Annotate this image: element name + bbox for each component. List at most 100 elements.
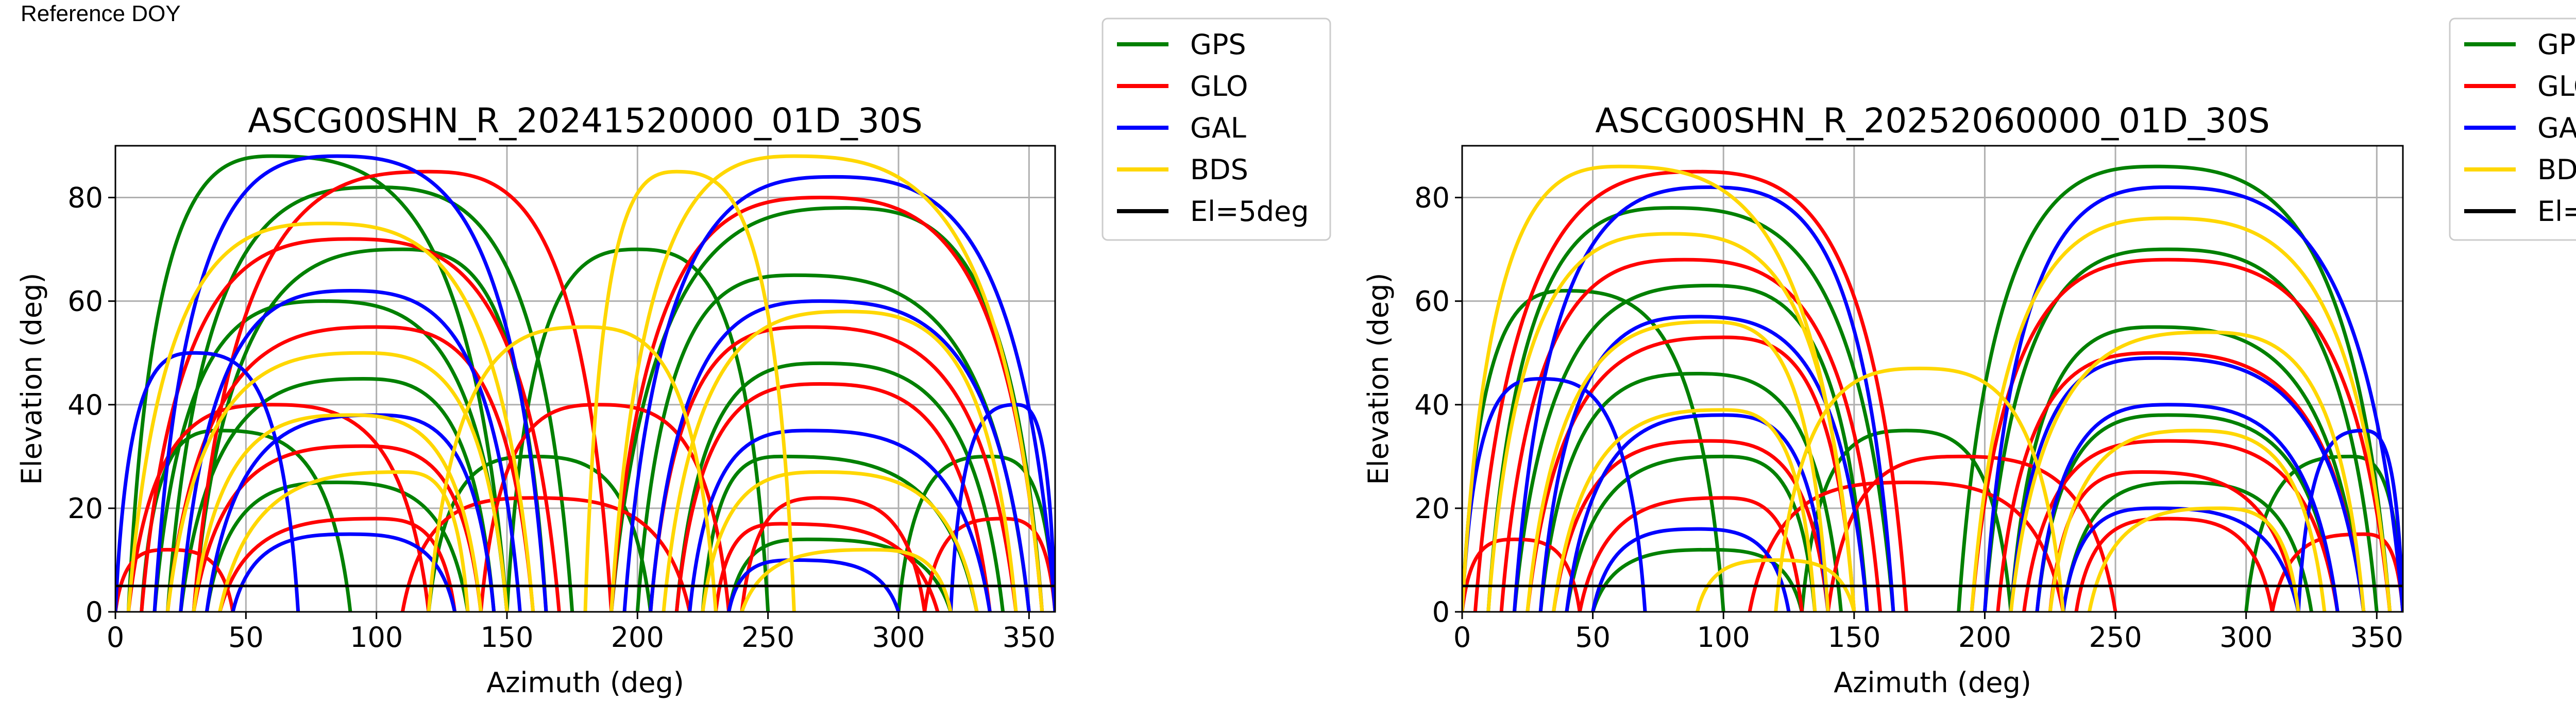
panel2-chart-title: ASCG00SHN_R_20252060000_01D_30S — [1595, 101, 2270, 141]
panel1-x-tick-label: 200 — [611, 621, 664, 654]
panel2-glo-satellite-arc — [1473, 169, 1908, 612]
panel1-glo-satellite-arc — [609, 196, 1044, 612]
panel2-glo-satellite-arc — [2074, 517, 2274, 612]
panel1-y-tick-label: 20 — [67, 492, 103, 525]
panel1-glo-satellite-arc — [192, 169, 614, 612]
panel2-bds-satellite-arc — [1486, 232, 1856, 612]
panel1-gal-satellite-arc — [948, 403, 1055, 612]
panel1-gal-satellite-arc — [622, 175, 1055, 612]
panel2-gal-satellite-arc — [1565, 413, 1830, 612]
panel2-legend-label: BDS — [2537, 153, 2576, 186]
panel1-legend-label: GPS — [1190, 28, 1246, 61]
panel1-glo-satellite-arc — [165, 325, 535, 612]
panel2-y-axis-label: Elevation (deg) — [1362, 273, 1395, 485]
panel2-x-tick-label: 200 — [1958, 621, 2011, 654]
panel1-chart-title: ASCG00SHN_R_20241520000_01D_30S — [248, 101, 923, 141]
panel2-legend-label: GAL — [2537, 112, 2576, 144]
panel2-gal-satellite-arc — [1591, 527, 1791, 612]
panel2-gal-satellite-arc — [1462, 376, 1647, 612]
panel1-axes-frame — [114, 145, 1056, 613]
panel2-y-tick-label: 80 — [1414, 182, 1450, 214]
panel2-gps-satellite-arc — [1512, 283, 1869, 612]
panel2-bds-satellite-arc — [1526, 320, 1830, 612]
panel2-x-axis-label: Azimuth (deg) — [1834, 666, 2031, 699]
panel2-x-tick-label: 0 — [1453, 621, 1471, 654]
panel1-x-tick-label: 250 — [741, 621, 794, 654]
panel1-bds-satellite-arc — [609, 154, 1044, 612]
panel2-x-tick-label: 50 — [1575, 621, 1611, 654]
panel1-bds-satellite-arc — [701, 470, 979, 612]
panel1-bds-satellite-arc — [126, 221, 535, 612]
panel2-glo-satellite-arc — [1748, 481, 2065, 612]
panel2-bds-satellite-arc — [1462, 164, 1856, 612]
panel1-glo-satellite-arc — [192, 444, 483, 612]
panel1-x-tick-label: 300 — [872, 621, 925, 654]
panel1-gps-satellite-arc — [165, 185, 574, 612]
panel2-gps-satellite-arc — [1486, 206, 1895, 612]
panel2-x-tick-label: 150 — [1827, 621, 1880, 654]
panel1-y-tick-label: 60 — [67, 285, 103, 318]
panel1-gal-satellite-arc — [115, 351, 300, 612]
panel2-bds-satellite-arc — [1696, 558, 1856, 612]
panel2-legend-label: GLO — [2537, 70, 2576, 102]
panel1-glo-satellite-arc — [740, 496, 927, 612]
panel1-gal-satellite-arc — [688, 428, 992, 612]
panel2-glo-satellite-arc — [1499, 258, 1883, 612]
panel2-glo-satellite-arc — [2048, 470, 2300, 612]
panel2-y-tick-label: 40 — [1414, 389, 1450, 421]
panel2-gps-satellite-arc — [1462, 289, 1725, 612]
panel2-bds-satellite-arc — [1970, 216, 2392, 612]
panel1-gal-satellite-arc — [152, 154, 548, 612]
panel1-gps-satellite-arc — [727, 537, 953, 612]
panel1-glo-satellite-arc — [115, 547, 235, 612]
panel1-y-tick-label: 80 — [67, 182, 103, 214]
panel1-gps-satellite-arc — [505, 247, 770, 612]
panel2-gal-satellite-arc — [1512, 185, 1895, 612]
panel1-y-axis-label: Elevation (deg) — [15, 273, 48, 485]
panel2-gal-satellite-arc — [1982, 185, 2403, 612]
panel1-gps-satellite-arc — [896, 454, 1055, 612]
panel1-gal-satellite-arc — [727, 558, 901, 612]
panel2-gps-satellite-arc — [1982, 247, 2379, 612]
panel1-legend-label: GLO — [1190, 70, 1248, 102]
panel2-glo-satellite-arc — [1462, 537, 1582, 612]
panel1-glo-satellite-arc — [126, 403, 431, 612]
panel1-legend-label: BDS — [1190, 153, 1248, 186]
panel1-y-tick-label: 40 — [67, 389, 103, 421]
panel2-gps-satellite-arc — [1957, 164, 2392, 612]
panel2-bds-satellite-arc — [2048, 428, 2327, 612]
panel1-legend-label: GAL — [1190, 112, 1246, 144]
panel1-glo-satellite-arc — [923, 517, 1055, 612]
panel1-glo-satellite-arc — [674, 382, 992, 612]
panel1-bds-satellite-arc — [427, 325, 718, 612]
panel1-x-tick-label: 150 — [480, 621, 533, 654]
panel1-legend-box — [1101, 18, 1331, 241]
panel2-gal-satellite-arc — [2035, 403, 2340, 612]
panel1-x-axis-label: Azimuth (deg) — [486, 666, 684, 699]
panel2-x-tick-label: 250 — [2089, 621, 2142, 654]
panel2-gal-satellite-arc — [2061, 506, 2300, 612]
panel1-legend-label: El=5deg — [1190, 195, 1309, 228]
panel1-x-tick-label: 0 — [107, 621, 124, 654]
panel2-x-tick-label: 100 — [1697, 621, 1750, 654]
panel1-gal-satellite-arc — [179, 289, 522, 612]
panel1-x-tick-label: 50 — [228, 621, 264, 654]
panel2-bds-satellite-arc — [2009, 330, 2366, 612]
panel2-gal-satellite-arc — [2009, 356, 2366, 612]
panel1-bds-satellite-arc — [583, 169, 796, 612]
panel1-gps-satellite-arc — [140, 428, 352, 612]
panel2-glo-satellite-arc — [1578, 496, 1804, 612]
panel2-legend-label: GPS — [2537, 28, 2576, 61]
panel1-x-tick-label: 100 — [350, 621, 403, 654]
figure-heading: Reference DOY — [21, 1, 181, 26]
panel2-y-tick-label: 0 — [1432, 596, 1450, 628]
panel2-y-tick-label: 60 — [1414, 285, 1450, 318]
panel1-bds-satellite-arc — [218, 470, 470, 612]
panel2-gps-satellite-arc — [2009, 325, 2366, 612]
panel2-y-tick-label: 20 — [1414, 492, 1450, 525]
panel2-glo-satellite-arc — [1826, 454, 2117, 612]
panel1-gps-satellite-arc — [179, 376, 496, 612]
panel1-bds-satellite-arc — [662, 310, 1018, 612]
panel2-bds-satellite-arc — [1774, 366, 2065, 612]
panel1-gal-satellite-arc — [231, 532, 457, 612]
